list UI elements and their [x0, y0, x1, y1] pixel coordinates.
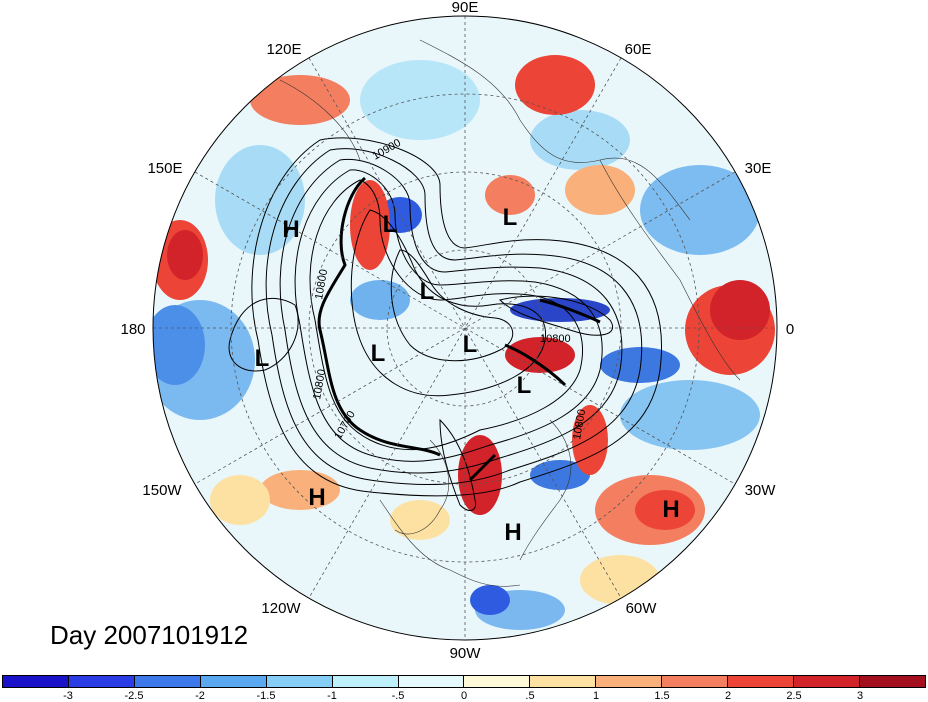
high-pressure-marker: H — [308, 484, 325, 511]
colorbar-tick-label: -.5 — [391, 690, 405, 702]
low-pressure-marker: L — [255, 345, 270, 372]
colorbar-tick-label: 0 — [460, 690, 468, 702]
lon-label-120w: 120W — [261, 600, 301, 617]
lon-label-60w: 60W — [626, 600, 658, 617]
lon-label-150w: 150W — [142, 482, 182, 499]
colorbar-tick-label: -2.5 — [124, 690, 144, 702]
colorbar-tick-label: .5 — [525, 690, 535, 702]
colorbar-tick-label: -1 — [327, 690, 337, 702]
low-pressure-marker: L — [420, 278, 435, 305]
low-pressure-marker: L — [383, 211, 398, 238]
colorbar-tick-label: 3 — [856, 690, 864, 702]
low-pressure-marker: L — [463, 331, 478, 358]
lon-label-0: 0 — [786, 321, 794, 338]
lon-label-90e: 90E — [452, 0, 479, 16]
high-pressure-marker: H — [282, 216, 299, 243]
colorbar-tick-label: 1.5 — [654, 690, 670, 702]
colorbar-segment — [68, 676, 135, 687]
colorbar-tick-label: -1.5 — [256, 690, 276, 702]
lon-label-30w: 30W — [745, 482, 777, 499]
colorbar-segment — [728, 676, 795, 687]
colorbar-tick-label: 1 — [592, 690, 600, 702]
contour-label: 10800 — [540, 333, 571, 345]
bold-contours — [317, 176, 601, 482]
colorbar-segment — [3, 676, 69, 687]
colorbar-tick-label: 2.5 — [786, 690, 802, 702]
lon-label-120e: 120E — [266, 41, 301, 58]
contour-label: 10800 — [313, 268, 330, 300]
colorbar-tick-label: -2 — [195, 690, 205, 702]
colorbar-segment — [134, 676, 201, 687]
colorbar-tick-label: -3 — [63, 690, 73, 702]
high-pressure-marker: H — [662, 496, 679, 523]
height-contours — [228, 137, 662, 511]
colorbar-segment — [596, 676, 663, 687]
colorbar-tick-label: 2 — [724, 690, 732, 702]
low-pressure-marker: L — [517, 372, 532, 399]
lon-label-60e: 60E — [625, 41, 652, 58]
colorbar-segment — [662, 676, 729, 687]
lon-label-150e: 150E — [147, 160, 182, 177]
graticule — [153, 16, 777, 640]
lon-label-90w: 90W — [450, 645, 482, 662]
date-title: Day 2007101912 — [50, 620, 249, 650]
colorbar — [2, 675, 926, 688]
colorbar-segment — [859, 676, 925, 687]
colorbar-segment — [266, 676, 333, 687]
contour-label: 10800 — [311, 368, 328, 400]
colorbar-segment — [794, 676, 860, 687]
colorbar-segment — [200, 676, 267, 687]
coastlines — [279, 39, 741, 587]
lon-label-180: 180 — [120, 321, 145, 338]
colorbar-segment — [332, 676, 399, 687]
contour-label: 10800 — [571, 408, 588, 440]
colorbar-segment — [530, 676, 597, 687]
low-pressure-marker: L — [503, 204, 518, 231]
colorbar-segment — [398, 676, 465, 687]
colorbar-segment — [464, 676, 531, 687]
lon-label-30e: 30E — [745, 160, 772, 177]
map-boundary — [152, 15, 778, 641]
high-pressure-marker: H — [504, 519, 521, 546]
low-pressure-marker: L — [371, 340, 386, 367]
